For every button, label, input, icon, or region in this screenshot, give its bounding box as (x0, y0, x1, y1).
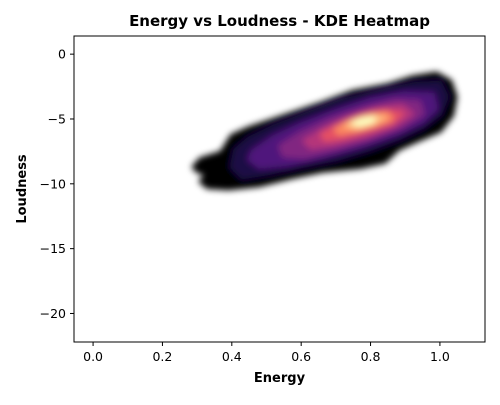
y-tick-label: −5 (48, 111, 66, 126)
x-tick-label: 0.2 (152, 349, 172, 364)
density-level-9 (351, 116, 376, 127)
x-tick-label: 0.6 (291, 349, 311, 364)
x-tick-label: 0.8 (361, 349, 381, 364)
y-axis-label: Loudness (15, 154, 30, 224)
y-tick-label: −20 (40, 306, 66, 321)
x-axis-label: Energy (254, 371, 306, 386)
x-tick-label: 0.4 (222, 349, 242, 364)
y-axis-ticks: 0 −5 −10 −15 −20 (40, 47, 74, 321)
plot-frame (73, 35, 486, 343)
density-layer (191, 71, 458, 191)
x-tick-label: 1.0 (430, 349, 450, 364)
y-tick-label: −15 (40, 241, 66, 256)
y-tick-label: 0 (58, 47, 66, 62)
x-axis-ticks: 0.0 0.2 0.4 0.6 0.8 1.0 (83, 342, 450, 364)
x-tick-label: 0.0 (83, 349, 103, 364)
y-tick-label: −10 (40, 176, 66, 191)
chart-title: Energy vs Loudness - KDE Heatmap (129, 12, 430, 30)
